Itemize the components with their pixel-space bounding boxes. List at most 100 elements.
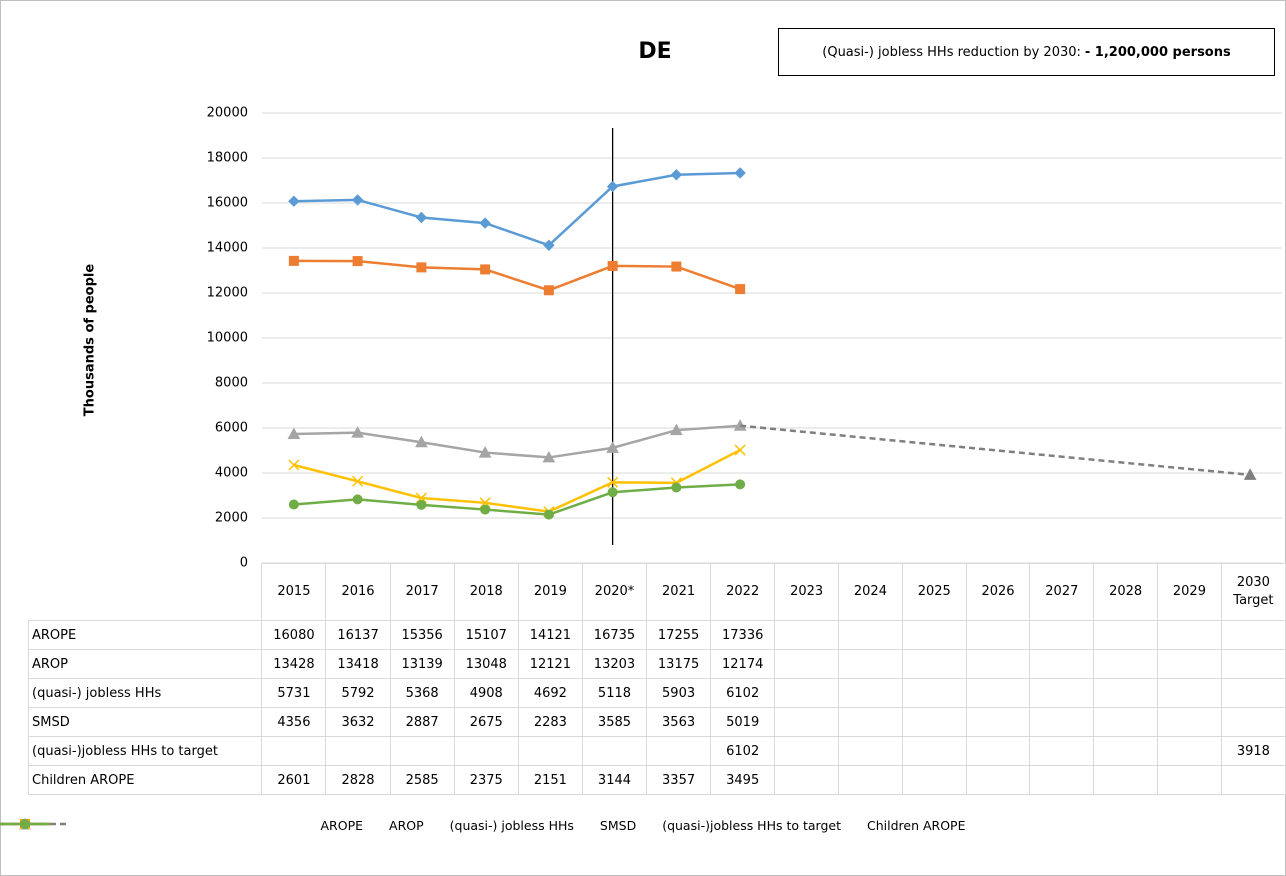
table-cell: 13175 — [646, 649, 712, 679]
table-cell — [838, 707, 903, 737]
marker — [416, 499, 427, 510]
row-label: Children AROPE — [27, 765, 263, 795]
annotation: (Quasi-) jobless HHs reduction by 2030: … — [778, 28, 1275, 76]
x-tick-label: 2019 — [517, 563, 583, 621]
table-cell: 4356 — [261, 707, 327, 737]
table-cell — [1157, 707, 1222, 737]
marker — [351, 194, 364, 206]
legend-item: AROP — [0, 818, 424, 833]
table-cell: 3563 — [646, 707, 712, 737]
legend-label: SMSD — [599, 818, 637, 833]
table-cell: 3585 — [581, 707, 648, 737]
table-cell: 5792 — [325, 678, 391, 708]
series-line — [293, 448, 741, 513]
marker — [670, 169, 683, 181]
table-cell — [261, 736, 327, 766]
marker — [670, 423, 683, 436]
table-corner — [28, 563, 263, 621]
table-cell: 12121 — [517, 649, 583, 679]
table-cell — [901, 678, 967, 708]
series-line — [293, 259, 741, 292]
table-cell — [517, 736, 583, 766]
x-tick-label: 2022 — [710, 563, 776, 621]
table-cell: 12174 — [710, 649, 776, 679]
table-cell — [325, 736, 391, 766]
x-tick-label: 2027 — [1029, 563, 1095, 621]
y-axis-label: Thousands of people — [83, 264, 98, 417]
table-cell: 5731 — [261, 678, 327, 708]
legend-item: AROPE — [0, 818, 363, 833]
table-cell: 5368 — [389, 678, 455, 708]
table-cell: 3918 — [1220, 736, 1286, 766]
y-tick-label: 6000 — [215, 421, 248, 436]
x-tick-label: 2029 — [1157, 563, 1222, 621]
marker — [543, 509, 554, 520]
y-tick-label: 4000 — [215, 466, 248, 481]
table-cell — [901, 620, 967, 650]
marker — [671, 261, 682, 272]
marker — [415, 211, 428, 224]
table-cell — [1093, 620, 1159, 650]
table-cell: 6102 — [710, 678, 776, 708]
table-cell: 6102 — [710, 736, 776, 766]
table-cell — [1029, 649, 1095, 679]
legend-label: Children AROPE — [867, 818, 966, 833]
marker — [734, 167, 746, 179]
marker — [288, 195, 300, 207]
x-tick-label: 2017 — [389, 563, 455, 621]
y-tick-label: 12000 — [207, 286, 248, 301]
table-cell: 16735 — [581, 620, 648, 650]
table-cell: 13139 — [389, 649, 455, 679]
table-cell — [965, 678, 1031, 708]
x-tick-label: 2023 — [774, 563, 840, 621]
table-row: (quasi-)jobless HHs to target 6102 3918 — [27, 736, 1286, 766]
x-tick-label: 2020* — [581, 563, 648, 621]
series-line — [293, 483, 741, 516]
marker — [352, 475, 364, 487]
table-cell: 15356 — [389, 620, 455, 650]
y-tick-label: 0 — [240, 556, 248, 571]
table-cell: 5903 — [646, 678, 712, 708]
marker — [288, 255, 299, 266]
table-cell — [965, 620, 1031, 650]
row-label: (quasi-) jobless HHs — [27, 678, 263, 708]
table-cell — [965, 765, 1031, 795]
marker — [415, 435, 428, 448]
annotation-highlight: - 1,200,000 persons — [1084, 44, 1231, 60]
table-row: AROPE 16080 16137 15356 15107 14121 16735 17255… — [27, 620, 1286, 650]
table-cell — [774, 765, 840, 795]
x-tick-label: 2016 — [325, 563, 391, 621]
table-cell: 16137 — [325, 620, 391, 650]
x-tick-label: 2015 — [261, 563, 327, 621]
table-cell: 2675 — [453, 707, 519, 737]
table-cell — [1093, 678, 1159, 708]
table-cell — [1220, 678, 1286, 708]
table-cell: 13203 — [581, 649, 648, 679]
table-cell: 5019 — [710, 707, 776, 737]
table-cell — [1157, 765, 1222, 795]
x-tick-label: 2030 Target — [1220, 563, 1286, 621]
table-cell — [1220, 707, 1286, 737]
marker — [606, 180, 619, 193]
table-cell: 13418 — [325, 649, 391, 679]
table-cell — [1093, 649, 1159, 679]
x-tick-label: 2025 — [901, 563, 967, 621]
marker — [352, 256, 363, 267]
table-cell — [1029, 678, 1095, 708]
table-cell — [838, 736, 903, 766]
table-cell — [581, 736, 648, 766]
marker — [606, 441, 619, 453]
marker — [735, 479, 746, 490]
annotation-text: (Quasi-) jobless HHs reduction by 2030: — [822, 44, 1081, 60]
legend-item: (quasi-) jobless HHs — [0, 818, 574, 833]
marker — [607, 487, 618, 498]
marker — [734, 444, 746, 456]
table-cell: 16080 — [261, 620, 327, 650]
marker — [543, 285, 554, 296]
table-cell — [1157, 678, 1222, 708]
table-row: SMSD 4356 3632 2887 2675 2283 3585 3563 5019 — [27, 707, 1286, 737]
marker — [479, 217, 491, 229]
marker — [1243, 468, 1257, 480]
